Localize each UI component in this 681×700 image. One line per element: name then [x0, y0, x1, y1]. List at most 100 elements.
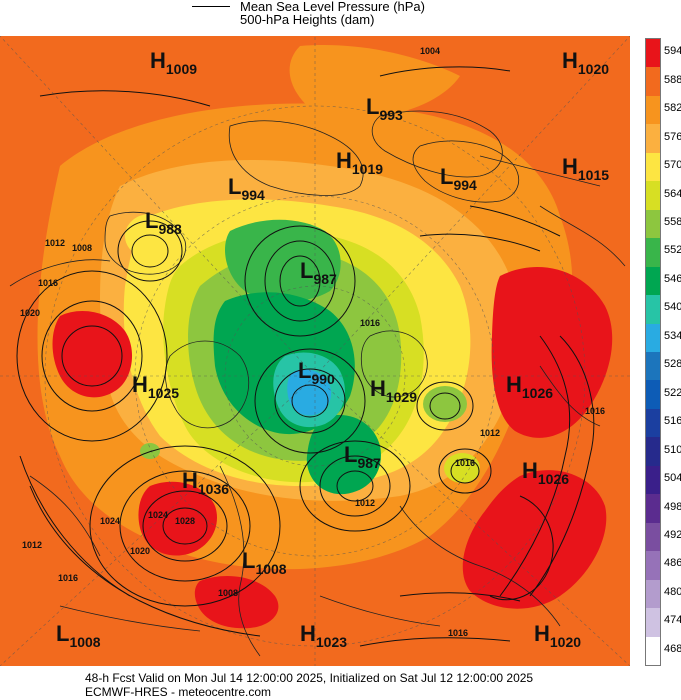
colorbar-cell: [646, 39, 660, 68]
contour-label: 1020: [20, 308, 40, 318]
yellow-blob-nw: [125, 214, 175, 258]
red-region-south: [138, 481, 217, 556]
pressure-center-label: H1020: [534, 621, 582, 650]
colorbar-cell: [646, 352, 660, 381]
pressure-center-label: H1019: [336, 148, 384, 177]
pressure-center-label: H1023: [300, 621, 348, 650]
pressure-center-label: L987: [344, 442, 381, 471]
colorbar-cell: [646, 579, 660, 609]
contour-label: 1012: [480, 428, 500, 438]
mslp-legend-line: [192, 6, 230, 7]
colorbar-tick-label: 522: [664, 386, 681, 399]
source-credit-text: ECMWF-HRES - meteocentre.com: [85, 685, 272, 699]
colorbar: [645, 38, 661, 666]
colorbar-cell: [646, 67, 660, 97]
coastlines: [9, 110, 626, 657]
contour-label: 1024: [148, 510, 168, 520]
colorbar-cell: [646, 323, 660, 353]
colorbar-cell: [646, 295, 660, 325]
contour-label: 1016: [448, 628, 468, 638]
contour-label: 1004: [420, 46, 440, 56]
colorbar-tick-label: 528: [664, 358, 681, 371]
colorbar-tick-label: 534: [664, 329, 681, 342]
light-orange-north: [289, 45, 460, 119]
contour-label: 1016: [38, 278, 58, 288]
pressure-center-label: L987: [300, 258, 337, 287]
colorbar-cell: [646, 437, 660, 467]
colorbar-tick-label: 474: [664, 614, 681, 627]
colorbar-tick-label: 468: [664, 642, 681, 655]
colorbar-tick-label: 546: [664, 272, 681, 285]
colorbar-cell: [646, 465, 660, 495]
colorbar-tick-label: 558: [664, 215, 681, 228]
colorbar-cell: [646, 95, 660, 125]
contour-label: 1008: [72, 243, 92, 253]
contour-label: 1012: [22, 540, 42, 550]
colorbar-tick-label: 480: [664, 585, 681, 598]
pressure-center-label: H1020: [562, 48, 610, 77]
colorbar-tick-label: 516: [664, 415, 681, 428]
colorbar-cell: [646, 551, 660, 581]
green-blob-west: [140, 443, 160, 459]
colorbar-tick-label: 504: [664, 472, 681, 485]
colorbar-cell: [646, 152, 660, 182]
colorbar-tick-label: 576: [664, 130, 681, 143]
contour-label: 1016: [58, 573, 78, 583]
colorbar-cell: [646, 209, 660, 239]
pressure-center-label: L990: [298, 358, 335, 387]
colorbar-tick-label: 588: [664, 73, 681, 86]
pressure-center-label: H1026: [522, 458, 570, 487]
contour-label: 1020: [130, 546, 150, 556]
contour-label: 1016: [585, 406, 605, 416]
colorbar-cell: [646, 494, 660, 524]
colorbar-cell: [646, 408, 660, 438]
contour-label: 1012: [355, 498, 375, 508]
pressure-center-label: H1015: [562, 154, 610, 183]
pressure-center-label: L1008: [56, 621, 101, 650]
colorbar-cell: [646, 522, 660, 552]
pressure-center-label: L993: [366, 94, 403, 123]
forecast-valid-text: 48-h Fcst Valid on Mon Jul 14 12:00:00 2…: [85, 671, 534, 685]
weather-map: 1004 1012 1008 1016 1020 1024 1028 1012 …: [0, 36, 630, 666]
isobars: [16, 66, 595, 647]
colorbar-tick-label: 582: [664, 102, 681, 115]
colorbar-cell: [646, 124, 660, 154]
green-blob-east: [423, 386, 467, 422]
green-core-north: [225, 219, 341, 302]
colorbar-tick-label: 552: [664, 244, 681, 257]
pressure-center-label: L994: [228, 174, 265, 203]
map-header: Mean Sea Level Pressure (hPa) 500-hPa He…: [0, 0, 681, 36]
map-footer: 48-h Fcst Valid on Mon Jul 14 12:00:00 2…: [0, 668, 681, 700]
contour-label: 1016: [455, 458, 475, 468]
pressure-center-label: L988: [145, 208, 182, 237]
pressure-center-label: H1009: [150, 48, 198, 77]
red-region-east: [491, 267, 613, 438]
colorbar-tick-label: 594: [664, 45, 681, 58]
contour-label: 1008: [218, 588, 238, 598]
colorbar-cell: [646, 238, 660, 268]
pressure-center-label: H1025: [132, 372, 180, 401]
pressure-center-label: H1036: [182, 468, 230, 497]
pressure-center-label: L994: [440, 164, 477, 193]
contour-label: 1024: [100, 516, 120, 526]
pressure-center-label: L1008: [242, 548, 287, 577]
contour-label: 1016: [360, 318, 380, 328]
contour-label: 1012: [45, 238, 65, 248]
weather-map-svg: 1004 1012 1008 1016 1020 1024 1028 1012 …: [0, 36, 630, 666]
colorbar-tick-label: 498: [664, 500, 681, 513]
colorbar-cell: [646, 181, 660, 211]
contour-label: 1028: [175, 516, 195, 526]
mslp-legend-label: Mean Sea Level Pressure (hPa): [240, 0, 425, 14]
colorbar-tick-label: 486: [664, 557, 681, 570]
colorbar-cell: [646, 608, 660, 638]
green-core-south: [306, 415, 381, 495]
colorbar-tick-label: 540: [664, 301, 681, 314]
colorbar-tick-label: 492: [664, 528, 681, 541]
pressure-center-label: H1029: [370, 376, 418, 405]
colorbar-cell: [646, 266, 660, 296]
pressure-center-label: H1026: [506, 372, 554, 401]
colorbar-tick-label: 510: [664, 443, 681, 456]
isobar-labels: 1004 1012 1008 1016 1020 1024 1028 1012 …: [20, 46, 605, 638]
colorbar-cell: [646, 380, 660, 410]
heights-legend-label: 500-hPa Heights (dam): [240, 12, 375, 27]
